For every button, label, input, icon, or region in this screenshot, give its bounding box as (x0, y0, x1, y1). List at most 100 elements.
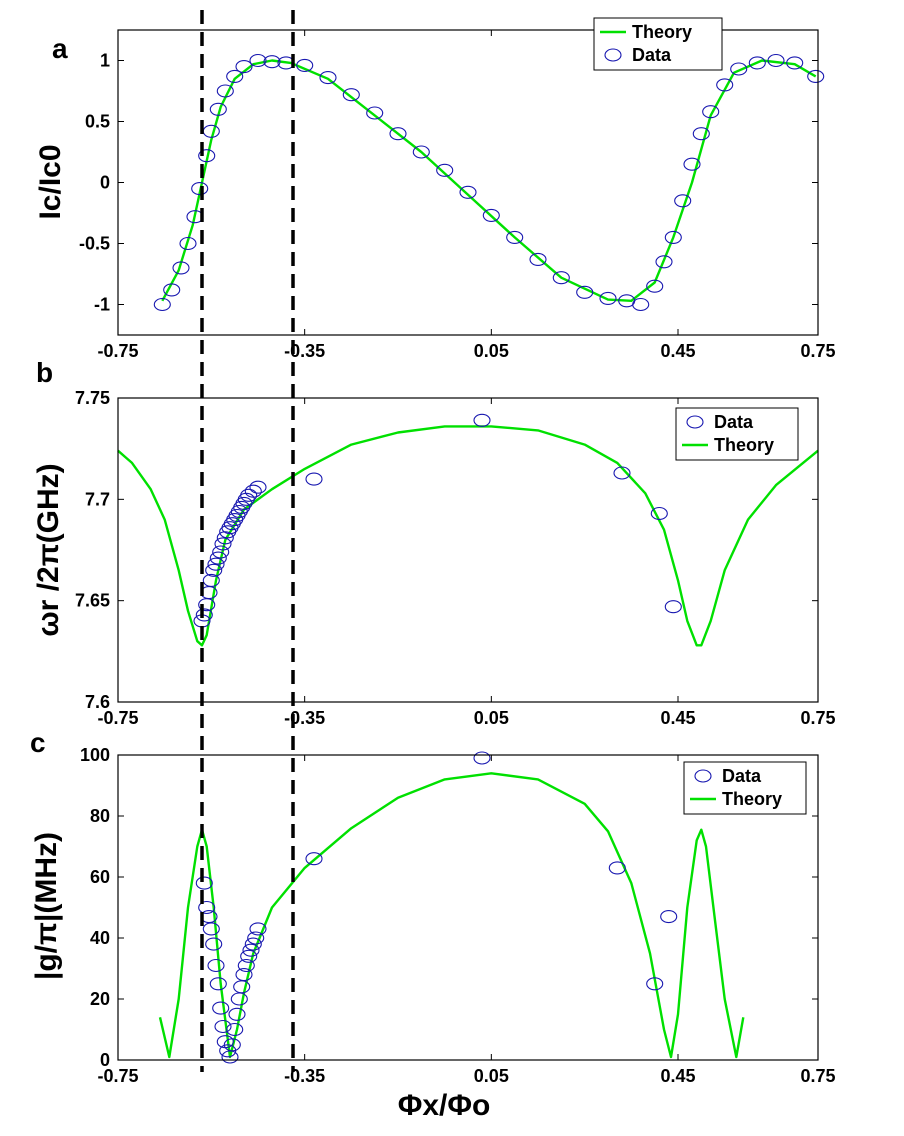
ticks-b: -0.75 -0.35 0.05 0.45 0.75 7.6 7.65 7.7 7.75 (75, 388, 836, 728)
legend-box (593, 17, 723, 71)
data-point-c (249, 922, 267, 936)
data-point-a (179, 236, 197, 251)
legend-data-swatch (686, 415, 704, 429)
panel-b: -0.75 -0.35 0.05 0.45 0.75 7.6 7.65 7.7 7.75 b ω… (32, 357, 836, 728)
y-tick-label: 80 (90, 806, 110, 826)
data-point-a (506, 230, 524, 244)
y-tick-label: -1 (94, 295, 110, 315)
data-point-a (436, 163, 454, 177)
axes-frame-b (117, 397, 819, 703)
legend-c: Data Theory (683, 761, 807, 815)
data-point-c (202, 922, 220, 936)
data-point-b (473, 413, 491, 427)
y-tick-label: 7.75 (75, 388, 110, 408)
data-point-a (576, 285, 594, 299)
data-point-a (599, 291, 617, 305)
axes-frame-c (117, 754, 819, 1061)
y-tick-label: 20 (90, 989, 110, 1009)
data-point-c (237, 958, 255, 973)
theory-line-a (161, 59, 817, 302)
data-point-a (655, 255, 673, 269)
data-point-a (482, 208, 500, 222)
data-point-b (195, 608, 213, 622)
data-point-c (660, 910, 678, 924)
data-point-a (209, 102, 227, 116)
x-tick-label: 0.45 (660, 341, 695, 361)
x-tick-label: -0.75 (97, 1066, 138, 1086)
data-point-c (195, 876, 213, 890)
data-point-c (247, 931, 265, 945)
x-tick-label: 0.45 (660, 708, 695, 728)
y-axis-label-c: |g/π|(MHz) (30, 832, 63, 980)
y-tick-label: 7.7 (85, 489, 110, 509)
y-tick-label: 100 (80, 745, 110, 765)
data-point-c (205, 937, 223, 951)
plot-area-a (118, 30, 818, 335)
data-point-a (692, 127, 710, 141)
marks-b (117, 413, 819, 647)
legend-box (675, 407, 799, 461)
data-point-a (674, 194, 692, 208)
legend-a: Theory Data (593, 17, 723, 71)
x-tick-label: -0.35 (284, 708, 325, 728)
legend-label-theory: Theory (632, 22, 692, 42)
data-point-c (242, 943, 260, 957)
legend-data-swatch (604, 48, 622, 62)
x-tick-label: 0.05 (474, 708, 509, 728)
data-point-a (342, 88, 360, 102)
data-point-b (207, 557, 225, 571)
y-tick-label: 1 (100, 51, 110, 71)
data-point-b (613, 466, 631, 480)
data-point-a (366, 106, 384, 120)
data-point-b (202, 573, 220, 587)
data-point-a (807, 69, 825, 83)
y-tick-label: 0 (100, 173, 110, 193)
data-point-a (198, 149, 216, 163)
x-tick-label: 0.05 (474, 1066, 509, 1086)
data-point-a (683, 157, 701, 171)
data-point-a (163, 283, 181, 297)
theory-line-c (158, 772, 745, 1059)
data-point-a (226, 69, 244, 83)
data-point-a (153, 297, 171, 312)
marks-a (153, 53, 825, 312)
x-tick-label: 0.75 (800, 341, 835, 361)
x-tick-label: -0.35 (284, 1066, 325, 1086)
data-point-a (235, 60, 253, 74)
data-point-c (235, 968, 253, 982)
data-point-a (716, 78, 734, 92)
y-tick-label: 60 (90, 867, 110, 887)
ticks-a: -0.75 -0.35 0.05 0.45 0.75 -1 -0.5 0 0.5 1 (79, 30, 836, 361)
x-tick-label: 0.45 (660, 1066, 695, 1086)
data-point-b (205, 563, 223, 577)
data-point-c (473, 751, 491, 765)
data-point-a (216, 84, 234, 98)
legend-data-swatch (694, 769, 712, 783)
y-tick-label: 40 (90, 928, 110, 948)
y-tick-label: -0.5 (79, 234, 110, 254)
panel-label-a: a (52, 33, 68, 64)
legend-label-data: Data (632, 45, 672, 65)
data-point-b (249, 480, 267, 494)
data-point-b (244, 484, 262, 498)
data-point-c (240, 949, 258, 963)
data-point-a (748, 56, 766, 70)
data-point-a (730, 62, 748, 76)
data-point-b (209, 551, 227, 565)
x-tick-label: 0.75 (800, 708, 835, 728)
data-point-b (664, 600, 682, 614)
marks-c (158, 751, 745, 1064)
data-point-a (263, 55, 281, 69)
data-point-a (172, 261, 190, 275)
data-point-b (214, 537, 232, 551)
data-point-c (244, 937, 262, 951)
data-point-a (664, 230, 682, 244)
y-tick-label: 0.5 (85, 112, 110, 132)
legend-box (683, 761, 807, 815)
data-point-b (305, 472, 323, 486)
panel-label-b: b (36, 357, 53, 388)
data-point-a (529, 252, 547, 266)
x-tick-label: -0.35 (284, 341, 325, 361)
data-point-a (786, 56, 804, 70)
